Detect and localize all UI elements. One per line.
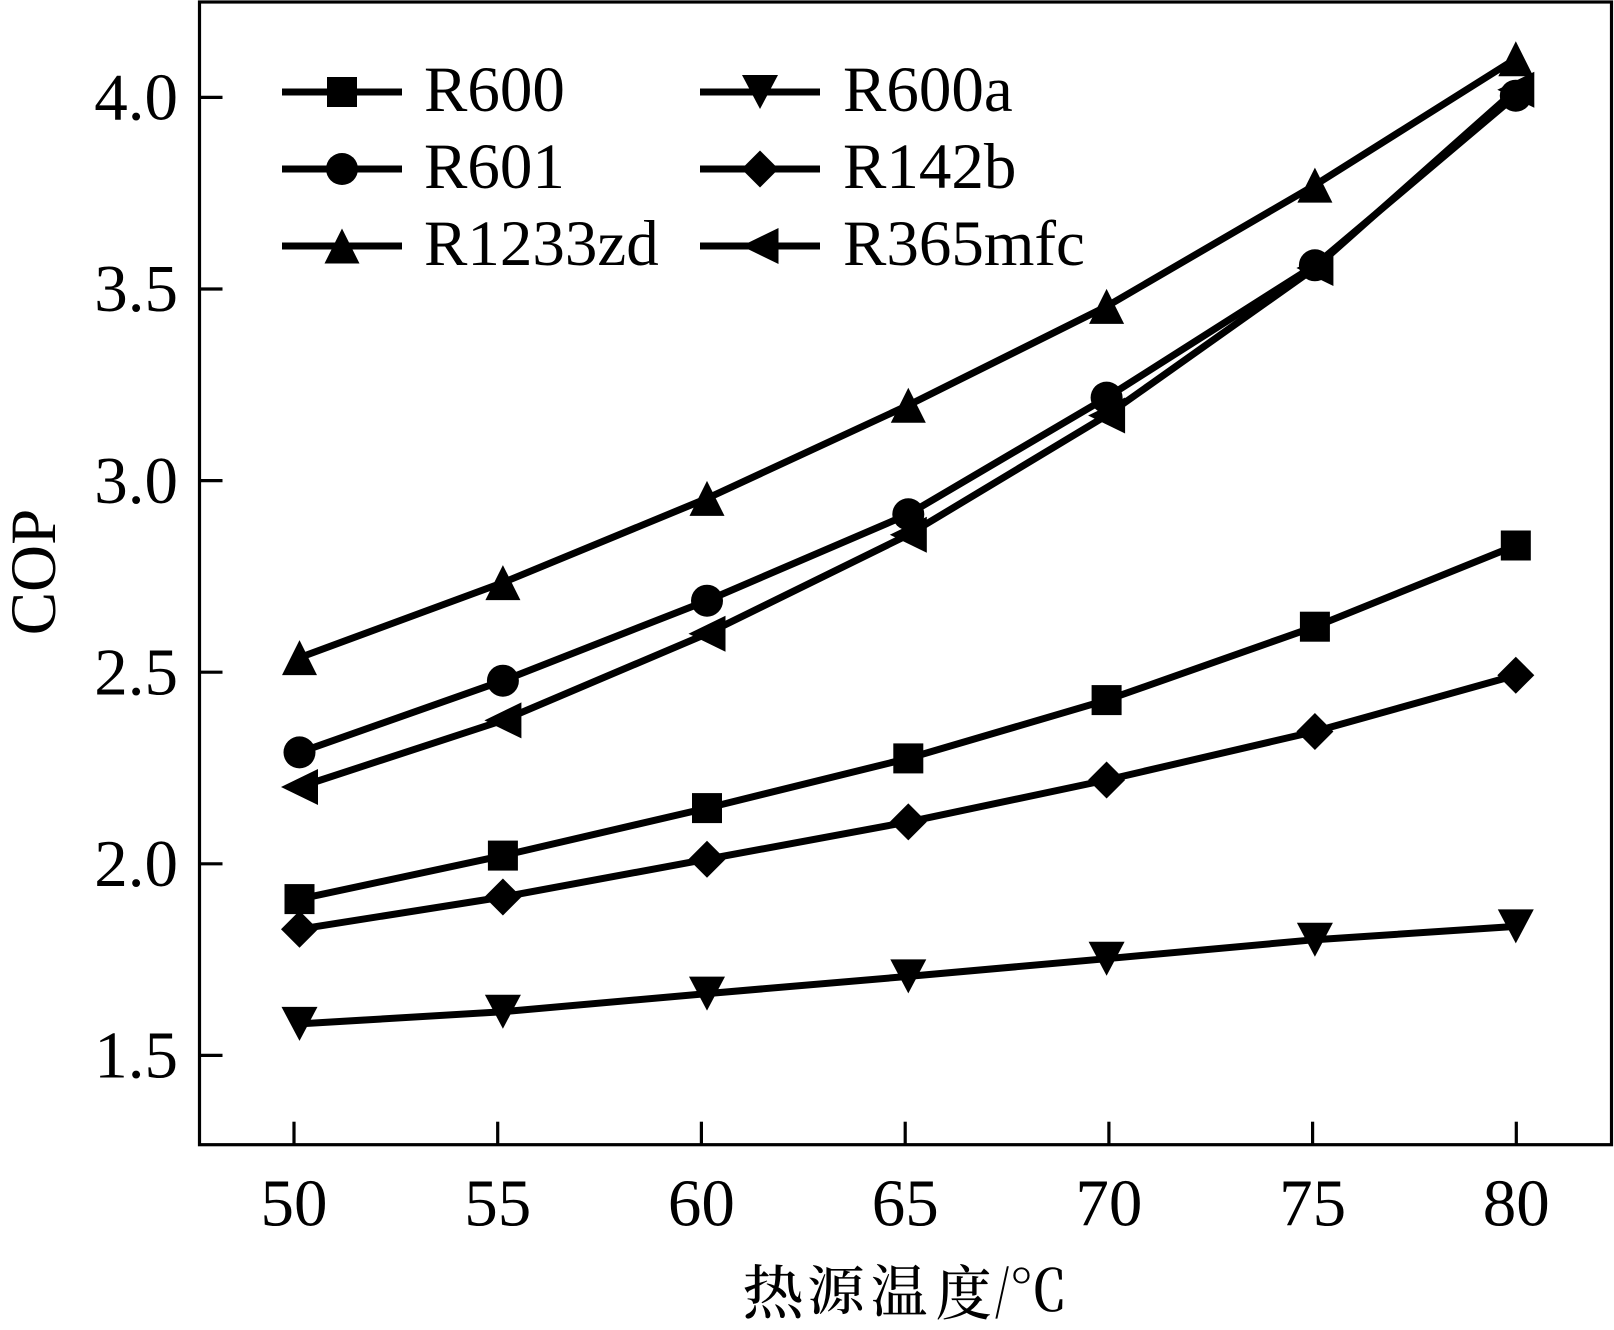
svg-text:R600a: R600a <box>843 54 1013 126</box>
svg-text:COP: COP <box>0 509 70 635</box>
svg-text:75: 75 <box>1279 1167 1346 1241</box>
svg-text:4.0: 4.0 <box>94 61 178 135</box>
svg-text:3.0: 3.0 <box>94 444 178 518</box>
svg-text:55: 55 <box>464 1167 531 1241</box>
svg-text:80: 80 <box>1483 1167 1550 1241</box>
svg-text:65: 65 <box>872 1167 939 1241</box>
svg-text:50: 50 <box>261 1167 328 1241</box>
svg-text:R601: R601 <box>424 131 565 203</box>
svg-text:R1233zd: R1233zd <box>424 208 659 280</box>
svg-text:70: 70 <box>1075 1167 1142 1241</box>
svg-text:60: 60 <box>668 1167 735 1241</box>
svg-text:2.5: 2.5 <box>94 635 178 709</box>
svg-text:2.0: 2.0 <box>94 827 178 901</box>
svg-text:3.5: 3.5 <box>94 252 178 326</box>
svg-text:R142b: R142b <box>843 131 1016 203</box>
svg-text:R600: R600 <box>424 54 565 126</box>
svg-text:1.5: 1.5 <box>94 1019 178 1093</box>
svg-text:R365mfc: R365mfc <box>843 208 1085 280</box>
